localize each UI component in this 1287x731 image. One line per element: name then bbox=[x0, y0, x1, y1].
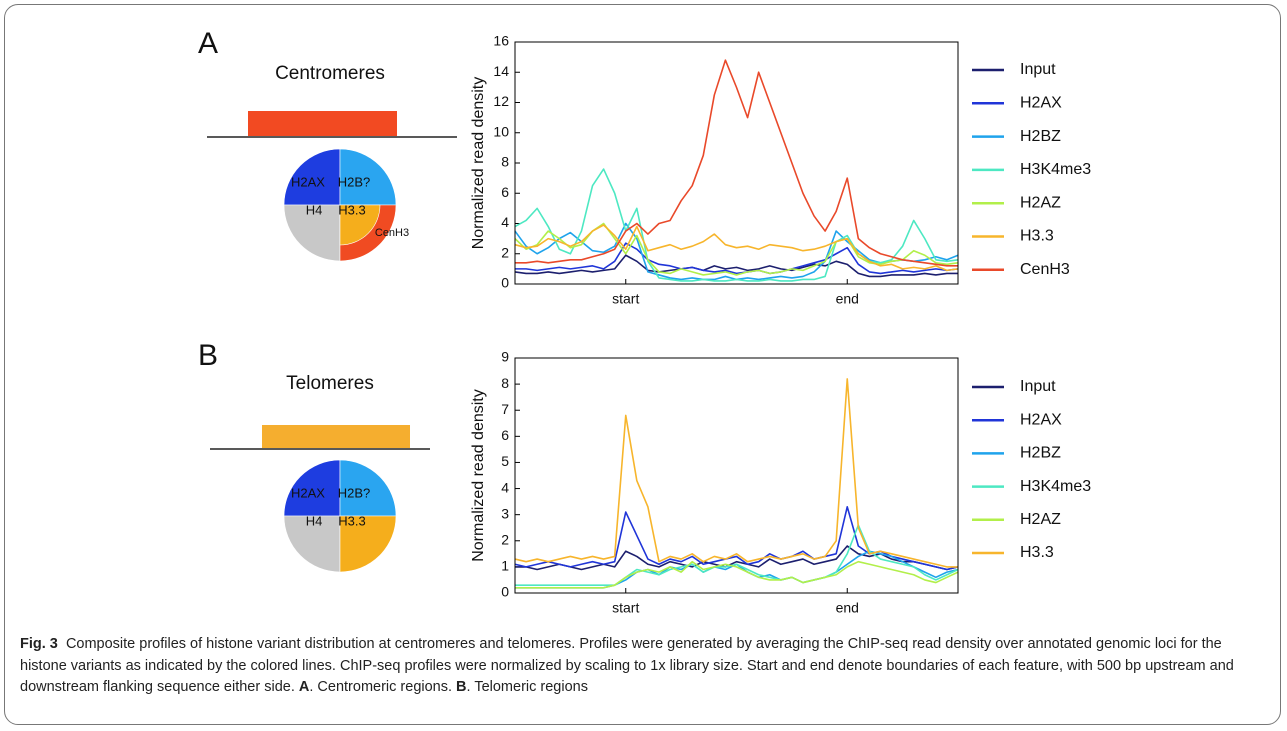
legend-label: H2AZ bbox=[1020, 511, 1061, 528]
y-tick-label: 6 bbox=[501, 427, 509, 443]
legend-label: CenH3 bbox=[1020, 261, 1070, 278]
histone-wedge bbox=[339, 459, 397, 517]
y-tick-label: 6 bbox=[501, 184, 509, 200]
histone-label: H3.3 bbox=[338, 513, 365, 528]
y-axis-label: Normalized read density bbox=[470, 77, 487, 250]
x-tick-label: start bbox=[612, 291, 639, 307]
series-line bbox=[515, 59, 958, 267]
legend-label: Input bbox=[1020, 61, 1056, 78]
histone-label: H4 bbox=[306, 202, 323, 217]
legend-label: H2AX bbox=[1020, 411, 1062, 428]
histone-label: H3.3 bbox=[338, 202, 365, 217]
histone-label: H4 bbox=[306, 513, 323, 528]
plot-frame bbox=[514, 41, 959, 285]
panel-label: A bbox=[198, 27, 218, 60]
plot-frame bbox=[514, 357, 959, 594]
caption-panel: B bbox=[456, 679, 467, 695]
x-tick-label: end bbox=[836, 600, 859, 616]
y-tick-label: 4 bbox=[501, 214, 509, 230]
feature-bar bbox=[248, 111, 397, 136]
y-tick-label: 5 bbox=[501, 453, 509, 469]
y-tick-label: 10 bbox=[493, 123, 509, 139]
y-tick-label: 0 bbox=[501, 275, 509, 291]
legend-label: H2BZ bbox=[1020, 445, 1061, 462]
y-tick-label: 7 bbox=[501, 401, 509, 417]
histone-label: H2AX bbox=[291, 174, 325, 189]
caption-body: Composite profiles of histone variant di… bbox=[20, 636, 1234, 695]
feature-bar bbox=[262, 425, 410, 448]
region-title: Centromeres bbox=[275, 63, 385, 84]
caption: Fig. 3 Composite profiles of histone var… bbox=[20, 634, 1270, 699]
series-line bbox=[515, 560, 959, 589]
histone-label: H2B? bbox=[338, 485, 371, 500]
legend-label: H3.3 bbox=[1020, 544, 1054, 561]
caption-label: Fig. 3 bbox=[20, 636, 58, 652]
histone-wedge bbox=[339, 204, 381, 246]
legend-label: H3K4me3 bbox=[1020, 478, 1091, 495]
series-line bbox=[514, 254, 958, 278]
y-tick-label: 12 bbox=[493, 93, 509, 109]
histone-label: H2AX bbox=[291, 485, 325, 500]
y-tick-label: 4 bbox=[501, 479, 509, 495]
legend-label: H3K4me3 bbox=[1020, 161, 1091, 178]
histone-label: H2B? bbox=[338, 174, 371, 189]
y-tick-label: 16 bbox=[493, 33, 509, 49]
region-title: Telomeres bbox=[286, 373, 374, 394]
series-line bbox=[514, 506, 959, 571]
series-line bbox=[514, 168, 959, 282]
histone-label: CenH3 bbox=[375, 227, 409, 239]
caption-panel-text: . Telomeric regions bbox=[466, 679, 588, 695]
x-tick-label: end bbox=[836, 291, 859, 307]
histone-wedge bbox=[283, 515, 341, 573]
legend-label: H2BZ bbox=[1020, 128, 1061, 145]
histone-wedge bbox=[283, 148, 341, 206]
panel-label: B bbox=[198, 339, 218, 372]
x-tick-label: start bbox=[612, 600, 639, 616]
histone-wedge bbox=[339, 148, 397, 206]
series-line bbox=[515, 242, 959, 275]
y-tick-label: 2 bbox=[501, 531, 509, 547]
y-tick-label: 1 bbox=[501, 558, 509, 574]
y-tick-label: 8 bbox=[501, 154, 509, 170]
caption-panel: A bbox=[298, 679, 310, 695]
legend-label: H2AX bbox=[1020, 95, 1062, 112]
y-tick-label: 8 bbox=[501, 375, 509, 391]
y-tick-label: 3 bbox=[501, 505, 509, 521]
y-tick-label: 14 bbox=[493, 63, 509, 79]
series-line bbox=[514, 224, 959, 272]
histone-wedge bbox=[283, 204, 341, 262]
legend-label: H3.3 bbox=[1020, 228, 1054, 245]
series-line bbox=[515, 524, 959, 586]
y-tick-label: 9 bbox=[501, 349, 509, 365]
y-tick-label: 0 bbox=[501, 584, 509, 600]
histone-wedge bbox=[283, 459, 341, 517]
y-axis-label: Normalized read density bbox=[470, 389, 487, 562]
caption-panel-text: . Centromeric regions. bbox=[309, 679, 453, 695]
legend-label: H2AZ bbox=[1020, 194, 1061, 211]
series-line bbox=[514, 378, 958, 568]
legend-label: Input bbox=[1020, 378, 1056, 395]
figure-frame bbox=[4, 4, 1281, 725]
series-line bbox=[515, 545, 959, 571]
y-tick-label: 2 bbox=[501, 244, 509, 260]
histone-wedge bbox=[339, 515, 397, 573]
